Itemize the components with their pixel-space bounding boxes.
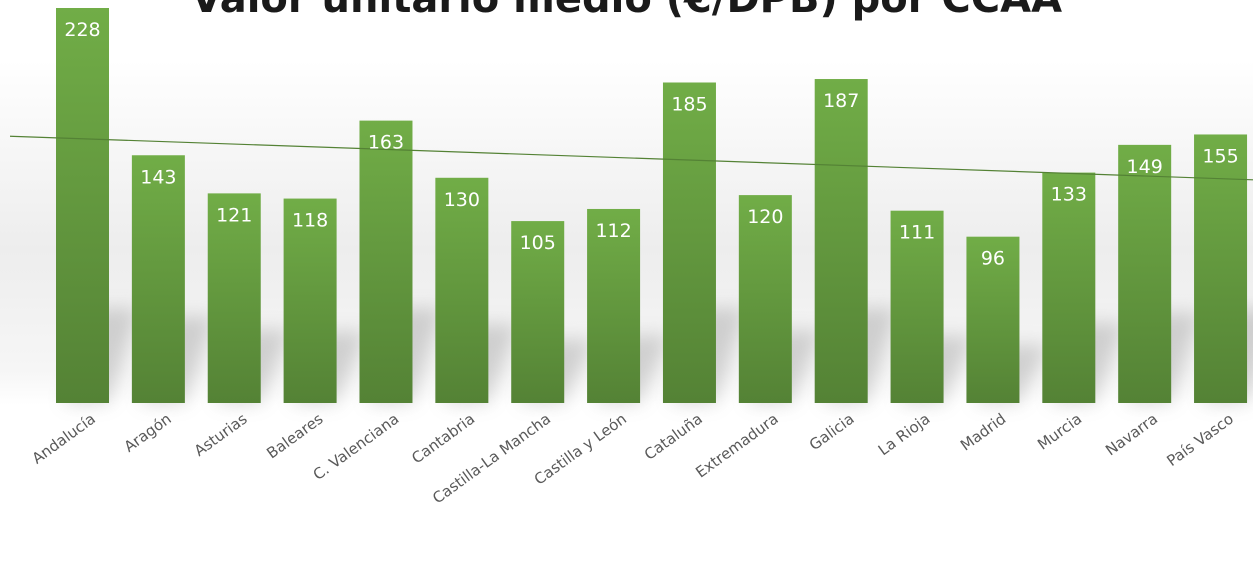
bar (359, 120, 413, 403)
x-tick-label: Baleares (263, 410, 326, 463)
x-tick-label: Navarra (1102, 410, 1161, 460)
data-label: 105 (520, 232, 556, 254)
data-label: 130 (444, 189, 480, 211)
x-tick-label: Asturias (191, 410, 251, 460)
data-label: 187 (823, 90, 859, 112)
data-label: 118 (292, 210, 328, 232)
bars (56, 8, 1248, 404)
chart-title: Valor unitario medio (€/DPB) por CCAA (0, 0, 1253, 22)
bar (56, 8, 109, 403)
x-tick-label: País Vasco (1163, 410, 1237, 470)
bar (283, 198, 337, 403)
x-tick-label: Andalucía (29, 410, 99, 468)
x-tick-label: Cantabria (408, 410, 478, 468)
bar (435, 177, 489, 403)
bar (131, 155, 185, 403)
x-tick-label: Murcia (1034, 410, 1085, 454)
data-label: 163 (368, 132, 404, 154)
x-tick-label: Galicia (806, 410, 858, 454)
bar (662, 82, 716, 404)
bar (814, 79, 868, 403)
bar (890, 210, 944, 403)
data-label: 112 (595, 220, 631, 242)
bar (207, 193, 261, 403)
data-label: 143 (140, 166, 176, 188)
trendline (9, 135, 1253, 181)
x-tick-label: Aragón (121, 410, 175, 456)
bar (587, 208, 641, 403)
data-label: 133 (1051, 184, 1087, 206)
data-label: 228 (64, 19, 100, 41)
data-label: 120 (747, 206, 783, 228)
bar (511, 221, 565, 403)
x-tick-label: Madrid (957, 410, 1009, 455)
bar (1194, 134, 1248, 403)
data-labels: 228 143 121 118 163 130 105 112 185 120 187 111 96 13… (64, 19, 1238, 270)
data-label: 96 (981, 248, 1005, 270)
data-label: 149 (1127, 156, 1163, 178)
x-tick-label: Cataluña (641, 410, 706, 464)
data-label: 155 (1202, 145, 1238, 167)
bar (1118, 144, 1172, 404)
data-label: 121 (216, 204, 252, 226)
data-label: 111 (899, 222, 935, 244)
bar (738, 195, 792, 403)
data-label: 185 (671, 93, 707, 115)
x-tick-label: Extremadura (692, 410, 781, 482)
bar (966, 236, 1020, 403)
bar (1042, 172, 1096, 403)
x-tick-label: La Rioja (875, 410, 934, 460)
